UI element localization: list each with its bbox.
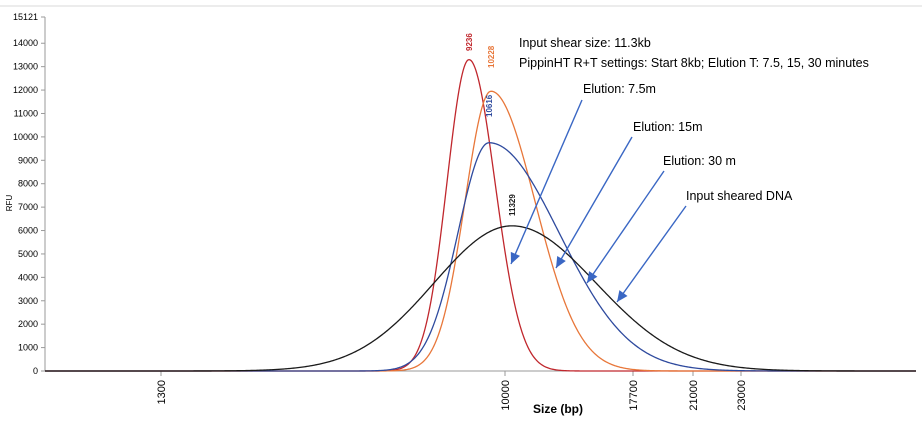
x-axis-label: Size (bp)	[533, 402, 583, 416]
peak-label-1: 9236	[465, 33, 474, 51]
y-tick-label: 6000	[18, 226, 38, 236]
y-tick-label: 12000	[13, 85, 38, 95]
annotation-arrowhead-1	[510, 251, 520, 264]
y-tick-label: 13000	[13, 62, 38, 72]
y-tick-label: 3000	[18, 296, 38, 306]
y-tick-label: 11000	[14, 108, 38, 118]
series-line-3	[45, 142, 916, 372]
x-tick-label: 17700	[628, 380, 640, 411]
series-line-2	[45, 90, 916, 372]
peak-label-4: 11329	[508, 194, 517, 216]
peak-label-2: 10228	[487, 45, 496, 68]
y-tick-label: 14000	[13, 38, 38, 48]
annotation-arrowhead-2	[556, 256, 566, 268]
annotation-arrowhead-3	[587, 271, 598, 283]
annotation-input-sheared-dna: Input sheared DNA	[686, 189, 793, 203]
annotation-elution-15m: Elution: 15m	[633, 120, 702, 134]
y-tick-label: 10000	[13, 132, 38, 142]
annotation-arrowhead-4	[617, 290, 628, 302]
annotation-elution-30m: Elution: 30 m	[663, 154, 736, 168]
x-tick-label: 23000	[736, 380, 748, 411]
y-tick-label: 9000	[18, 155, 38, 165]
y-tick-label: 4000	[18, 272, 38, 282]
y-tick-label: 15121	[13, 12, 38, 22]
annotation-arrow-3	[586, 170, 665, 284]
series-line-1	[45, 58, 916, 372]
annotation-arrow-1	[510, 99, 583, 265]
peak-label-3: 10616	[485, 94, 494, 117]
y-tick-label: 7000	[18, 202, 38, 212]
info-line-pippin-settings: PippinHT R+T settings: Start 8kb; Elutio…	[519, 56, 869, 70]
x-tick-label: 10000	[500, 380, 512, 411]
annotation-arrow-4	[616, 205, 687, 303]
y-tick-label: 0	[33, 366, 38, 376]
y-axis-label: RFU	[5, 195, 14, 212]
y-tick-label: 8000	[18, 179, 38, 189]
x-tick-label: 21000	[688, 380, 700, 411]
x-tick-label: 1300	[156, 380, 168, 404]
annotation-arrow-2	[555, 136, 633, 269]
annotation-elution-7-5m: Elution: 7.5m	[583, 82, 656, 96]
y-tick-label: 2000	[18, 319, 38, 329]
y-tick-label: 5000	[18, 249, 38, 259]
y-tick-label: 1000	[18, 343, 38, 353]
info-line-shear-size: Input shear size: 11.3kb	[519, 36, 651, 50]
series-line-4	[45, 225, 916, 372]
